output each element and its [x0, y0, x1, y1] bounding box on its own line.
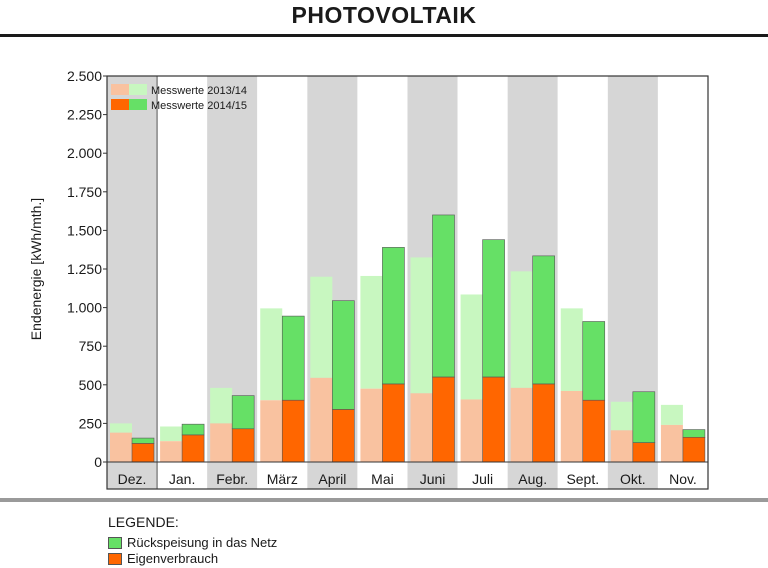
bar-rueckspeisung-2014-15 — [432, 214, 455, 378]
chart-divider — [0, 498, 768, 502]
bar-eigenverbrauch-2014-15 — [332, 409, 355, 463]
bar-eigenverbrauch-2013-14 — [510, 387, 533, 462]
bar-eigenverbrauch-2013-14 — [610, 430, 633, 462]
x-tick-label: März — [267, 471, 298, 487]
bar-rueckspeisung-2014-15 — [131, 437, 155, 444]
bar-eigenverbrauch-2014-15 — [582, 399, 606, 463]
bar-rueckspeisung-2013-14 — [160, 426, 183, 442]
bar-rueckspeisung-2013-14 — [510, 271, 533, 388]
bar-eigenverbrauch-2014-15 — [281, 399, 305, 463]
bar-rueckspeisung-2014-15 — [181, 423, 205, 436]
x-tick-label: Febr. — [216, 471, 248, 487]
x-tick-label: Okt. — [620, 471, 646, 487]
bar-eigenverbrauch-2013-14 — [160, 441, 183, 462]
bar-eigenverbrauch-2013-14 — [310, 377, 333, 462]
bar-eigenverbrauch-2014-15 — [131, 443, 155, 463]
bar-rueckspeisung-2014-15 — [332, 300, 355, 410]
legend-title: LEGENDE: — [108, 514, 179, 530]
bar-eigenverbrauch-2014-15 — [482, 376, 505, 463]
bar-rueckspeisung-2013-14 — [610, 401, 633, 431]
bar-rueckspeisung-2014-15 — [632, 391, 656, 443]
y-tick-label: 2.500 — [67, 68, 102, 84]
bar-rueckspeisung-2013-14 — [660, 404, 683, 425]
bar-rueckspeisung-2013-14 — [210, 387, 233, 424]
legend-label-eigenverbrauch: Eigenverbrauch — [127, 551, 219, 566]
bar-rueckspeisung-2014-15 — [682, 429, 706, 438]
x-tick-label: Sept. — [566, 471, 599, 487]
bar-eigenverbrauch-2014-15 — [632, 442, 656, 463]
y-tick-label: 250 — [79, 415, 103, 431]
bar-rueckspeisung-2013-14 — [560, 308, 583, 391]
bar-eigenverbrauch-2014-15 — [382, 383, 405, 463]
legend-swatch-rueckspeisung — [108, 536, 122, 549]
bar-eigenverbrauch-2013-14 — [110, 432, 132, 462]
bar-eigenverbrauch-2013-14 — [260, 400, 283, 462]
bar-rueckspeisung-2013-14 — [310, 276, 333, 378]
x-tick-label: Aug. — [518, 471, 547, 487]
legend-swatch-eigenverbrauch — [108, 552, 122, 565]
y-tick-label: 1.250 — [67, 261, 102, 277]
bar-rueckspeisung-2013-14 — [260, 308, 283, 401]
energy-bar-chart: 0 250 500 750 1.000 1.250 1.500 1.750 2.000 2.250… — [28, 68, 709, 490]
bar-rueckspeisung-2014-15 — [482, 239, 505, 378]
legend-series-label: Messwerte 2013/14 — [151, 85, 247, 97]
legend-swatch-rueckspeisung-0 — [129, 84, 147, 95]
x-tick-label: Dez. — [118, 471, 147, 487]
bar-eigenverbrauch-2013-14 — [460, 399, 483, 462]
x-tick-label: Juni — [420, 471, 446, 487]
y-tick-label: 1.000 — [67, 300, 102, 316]
page-title: PHOTOVOLTAIK — [291, 2, 477, 28]
bar-eigenverbrauch-2014-15 — [432, 376, 455, 463]
legend-label-rueckspeisung: Rückspeisung in das Netz — [127, 535, 278, 550]
legend-item-eigenverbrauch: Eigenverbrauch — [108, 551, 277, 566]
y-axis-label: Endenergie [kWh/mth.] — [28, 198, 44, 340]
y-tick-label: 2.000 — [67, 145, 102, 161]
column-band — [157, 76, 208, 489]
x-tick-label: Juli — [472, 471, 493, 487]
bar-rueckspeisung-2013-14 — [410, 257, 433, 394]
y-tick-label: 500 — [79, 377, 103, 393]
legend-swatch-rueckspeisung-1 — [129, 99, 147, 110]
column-band — [107, 76, 158, 489]
x-tick-label: Nov. — [669, 471, 697, 487]
bar-eigenverbrauch-2013-14 — [360, 388, 383, 462]
y-tick-label: 1.750 — [67, 184, 102, 200]
bar-eigenverbrauch-2013-14 — [210, 423, 233, 462]
bar-rueckspeisung-2014-15 — [231, 395, 255, 430]
bar-rueckspeisung-2013-14 — [110, 423, 132, 433]
bar-eigenverbrauch-2013-14 — [660, 424, 683, 462]
legend-swatch-eigenverbrauch-0 — [111, 84, 129, 95]
bar-rueckspeisung-2014-15 — [582, 321, 606, 401]
y-tick-label: 0 — [94, 454, 102, 470]
bar-eigenverbrauch-2014-15 — [682, 436, 706, 463]
bar-rueckspeisung-2014-15 — [281, 315, 305, 401]
x-tick-label: April — [318, 471, 346, 487]
bar-eigenverbrauch-2014-15 — [231, 428, 255, 463]
bar-eigenverbrauch-2014-15 — [181, 434, 205, 463]
legend-swatch-eigenverbrauch-1 — [111, 99, 129, 110]
title-divider — [0, 34, 768, 37]
legend-item-rueckspeisung: Rückspeisung in das Netz — [108, 535, 277, 550]
x-tick-label: Jan. — [169, 471, 195, 487]
bar-eigenverbrauch-2013-14 — [560, 390, 583, 462]
bar-rueckspeisung-2013-14 — [360, 275, 383, 389]
x-tick-label: Mai — [371, 471, 394, 487]
legend: LEGENDE: Rückspeisung in das Netz Eigenv… — [108, 514, 277, 566]
bar-eigenverbrauch-2014-15 — [532, 383, 555, 463]
plot-frame — [106, 75, 709, 490]
y-tick-label: 2.250 — [67, 107, 102, 123]
bar-rueckspeisung-2013-14 — [460, 294, 483, 400]
y-tick-label: 1.500 — [67, 222, 102, 238]
y-tick-label: 750 — [79, 338, 103, 354]
legend-series-label: Messwerte 2014/15 — [151, 100, 247, 112]
bar-rueckspeisung-2014-15 — [382, 247, 405, 385]
bar-eigenverbrauch-2013-14 — [410, 393, 433, 462]
bar-rueckspeisung-2014-15 — [532, 255, 555, 385]
